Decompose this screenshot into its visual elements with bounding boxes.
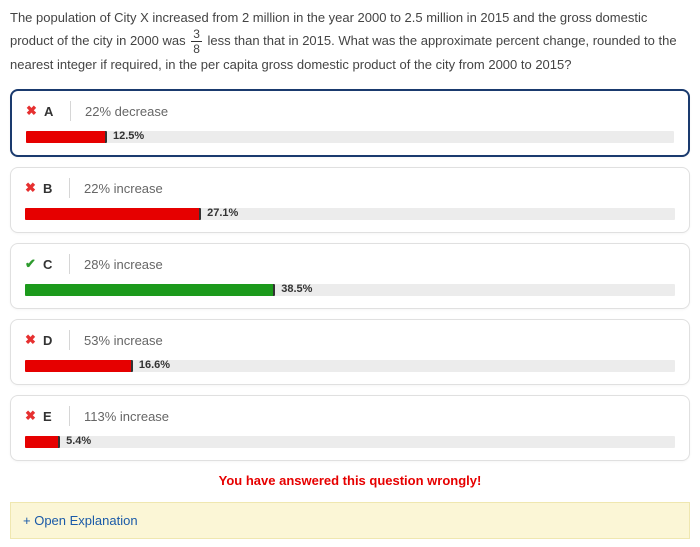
- stat-bar-fill: [25, 208, 201, 220]
- divider: [69, 406, 70, 426]
- answer-text: 22% decrease: [85, 104, 168, 119]
- fraction-numerator: 3: [191, 28, 202, 42]
- stat-bar-fill: [25, 436, 60, 448]
- cross-icon: ✖: [26, 106, 36, 116]
- stat-bar-track: 12.5%: [26, 131, 674, 143]
- feedback-message: You have answered this question wrongly!: [10, 473, 690, 488]
- answer-text: 113% increase: [84, 409, 169, 424]
- answer-text: 28% increase: [84, 257, 163, 272]
- fraction: 3 8: [191, 28, 202, 55]
- stat-bar-row: 16.6%: [25, 360, 675, 372]
- stat-bar-fill: [25, 360, 133, 372]
- stat-bar-fill: [25, 284, 275, 296]
- divider: [69, 178, 70, 198]
- stat-bar-fill: [26, 131, 107, 143]
- stat-bar-track: 5.4%: [25, 436, 675, 448]
- stat-bar-percent: 5.4%: [66, 435, 91, 447]
- open-explanation-button[interactable]: + Open Explanation: [10, 502, 690, 539]
- stat-bar-track: 38.5%: [25, 284, 675, 296]
- answer-head: ✖ E 113% increase: [25, 406, 675, 426]
- answer-letter: A: [44, 104, 60, 119]
- answer-head: ✖ A 22% decrease: [26, 101, 674, 121]
- cross-icon: ✖: [25, 183, 35, 193]
- stat-bar-percent: 27.1%: [207, 207, 238, 219]
- answer-letter: D: [43, 333, 59, 348]
- answer-text: 53% increase: [84, 333, 163, 348]
- stat-bar-row: 38.5%: [25, 284, 675, 296]
- stat-bar-percent: 38.5%: [281, 283, 312, 295]
- answer-head: ✖ D 53% increase: [25, 330, 675, 350]
- divider: [70, 101, 71, 121]
- question-text: The population of City X increased from …: [10, 8, 690, 75]
- stat-bar-percent: 12.5%: [113, 130, 144, 142]
- stat-bar-track: 16.6%: [25, 360, 675, 372]
- answer-letter: C: [43, 257, 59, 272]
- stat-bar-row: 27.1%: [25, 208, 675, 220]
- divider: [69, 330, 70, 350]
- answer-head: ✖ B 22% increase: [25, 178, 675, 198]
- stat-bar-row: 5.4%: [25, 436, 675, 448]
- answer-letter: B: [43, 181, 59, 196]
- answer-option-e[interactable]: ✖ E 113% increase 5.4%: [10, 395, 690, 461]
- answer-option-c[interactable]: ✔ C 28% increase 38.5%: [10, 243, 690, 309]
- answer-letter: E: [43, 409, 59, 424]
- cross-icon: ✖: [25, 335, 35, 345]
- answer-option-a[interactable]: ✖ A 22% decrease 12.5%: [10, 89, 690, 157]
- divider: [69, 254, 70, 274]
- stat-bar-percent: 16.6%: [139, 359, 170, 371]
- fraction-denominator: 8: [191, 42, 202, 55]
- stat-bar-row: 12.5%: [26, 131, 674, 143]
- check-icon: ✔: [25, 259, 35, 269]
- answer-option-b[interactable]: ✖ B 22% increase 27.1%: [10, 167, 690, 233]
- answer-head: ✔ C 28% increase: [25, 254, 675, 274]
- cross-icon: ✖: [25, 411, 35, 421]
- answer-text: 22% increase: [84, 181, 163, 196]
- stat-bar-track: 27.1%: [25, 208, 675, 220]
- open-explanation-label: + Open Explanation: [23, 513, 138, 528]
- answer-option-d[interactable]: ✖ D 53% increase 16.6%: [10, 319, 690, 385]
